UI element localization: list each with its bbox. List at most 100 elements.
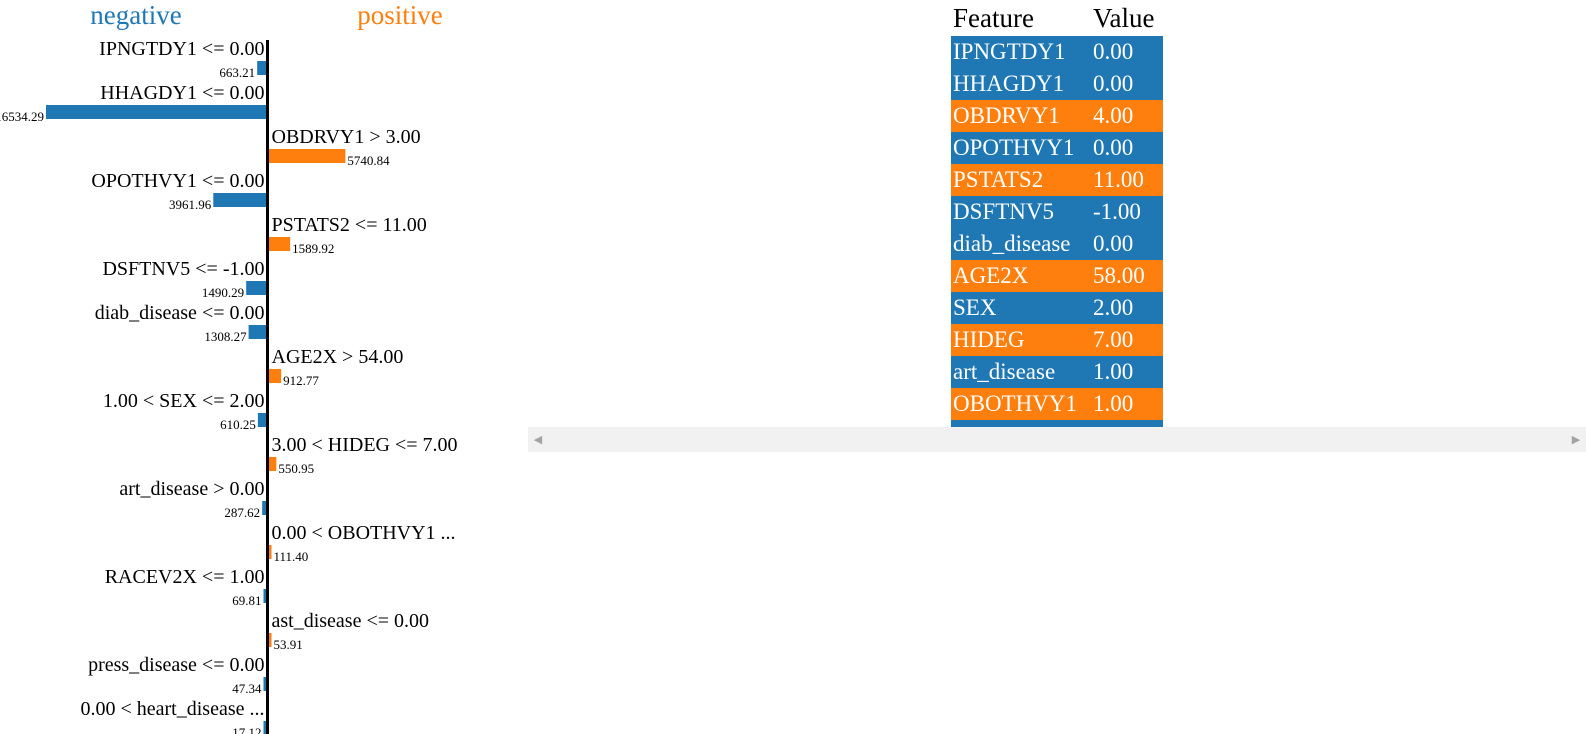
bar-label: OBDRVY1 > 3.00 (272, 126, 421, 148)
bar-label: 0.00 < OBOTHVY1 ... (272, 522, 456, 544)
bar-negative (248, 325, 266, 339)
table-row: PSTATS2 11.00 (951, 164, 1163, 196)
feature-value-cell: 2.00 (1093, 295, 1134, 320)
bar-label: art_disease > 0.00 (119, 478, 264, 500)
table-row: RACEV2X1.00 (951, 420, 1163, 428)
scroll-right-arrow-icon[interactable]: ▶ (1571, 433, 1581, 446)
bar-positive (269, 633, 272, 647)
bar-value-label: 1308.27 (204, 329, 247, 344)
bar-label: HHAGDY1 <= 0.00 (100, 82, 264, 104)
feature-value-cell: 0.00 (1093, 231, 1134, 256)
bar-label: 1.00 < SEX <= 2.00 (103, 390, 265, 412)
feature-value-cell: 1.00 (1091, 420, 1163, 428)
bar-positive (269, 545, 272, 559)
lime-explanation-chart: negative positive IPNGTDY1 <= 0.00 663.21… (0, 0, 458, 734)
bar-negative (262, 501, 266, 515)
feature-name-cell: HIDEG (953, 327, 1025, 352)
bar-negative (257, 61, 266, 75)
feature-name-cell: RACEV2X (951, 420, 1091, 428)
table-row: DSFTNV5 -1.00 (951, 196, 1163, 228)
bar-positive (269, 457, 277, 471)
bar-label: press_disease <= 0.00 (88, 654, 264, 676)
feature-value-cell: 0.00 (1093, 71, 1134, 96)
bar-value-label: 17.12 (232, 725, 261, 734)
bar-value-label: 1589.92 (292, 241, 334, 256)
bars-group: IPNGTDY1 <= 0.00 663.21 HHAGDY1 <= 0.00 165… (0, 38, 458, 734)
bar-value-label: 1490.29 (202, 285, 244, 300)
bar-negative (46, 105, 266, 119)
bar-negative (257, 413, 266, 427)
feature-name-cell: OPOTHVY1 (953, 135, 1075, 160)
bar-value-label: 912.77 (283, 373, 319, 388)
feature-table: Feature Value IPNGTDY1 0.00 HHAGDY1 0.00 OBD… (951, 0, 1163, 428)
feature-name-cell: IPNGTDY1 (953, 39, 1066, 64)
table-row: HIDEG 7.00 (951, 324, 1163, 356)
bar-negative (263, 589, 266, 603)
feature-value-cell: 58.00 (1093, 263, 1145, 288)
bar-label: ast_disease <= 0.00 (272, 610, 430, 632)
bar-positive (269, 369, 282, 383)
feature-value-cell: -1.00 (1093, 199, 1141, 224)
bar-value-label: 3961.96 (169, 197, 212, 212)
feature-value-cell: 1.00 (1093, 391, 1134, 416)
feature-value-table: Feature Value IPNGTDY1 0.00 HHAGDY1 0.00 OBD… (951, 0, 1171, 428)
bar-value-label: 5740.84 (347, 153, 390, 168)
feature-name-cell: PSTATS2 (953, 167, 1044, 192)
table-header-row: Feature Value (951, 0, 1163, 36)
feature-value-cell: 1.00 (1093, 359, 1134, 384)
legend-negative: negative (90, 0, 181, 30)
feature-value-cell: 7.00 (1093, 327, 1134, 352)
bar-label: 3.00 < HIDEG <= 7.00 (272, 434, 458, 456)
bar-positive (269, 149, 346, 163)
bar-value-label: 111.40 (274, 549, 309, 564)
bar-label: PSTATS2 <= 11.00 (272, 214, 427, 236)
feature-column-header: Feature (953, 2, 1034, 33)
feature-name-cell: DSFTNV5 (953, 199, 1054, 224)
feature-name-cell: HHAGDY1 (953, 71, 1065, 96)
value-column-header: Value (1093, 2, 1155, 33)
bar-label: diab_disease <= 0.00 (95, 302, 265, 324)
bar-label: DSFTNV5 <= -1.00 (102, 258, 264, 280)
legend-positive: positive (357, 0, 443, 30)
bar-label: OPOTHVY1 <= 0.00 (91, 170, 264, 192)
table-row: OBDRVY1 4.00 (951, 100, 1163, 132)
feature-value-cell: 4.00 (1093, 103, 1134, 128)
bar-value-label: 610.25 (220, 417, 256, 432)
table-row: OPOTHVY1 0.00 (951, 132, 1163, 164)
table-row: diab_disease 0.00 (951, 228, 1163, 260)
feature-name-cell: OBDRVY1 (953, 103, 1060, 128)
table-body: IPNGTDY1 0.00 HHAGDY1 0.00 OBDRVY1 4.00 OPOTHV… (951, 36, 1163, 428)
table-row: OBOTHVY1 1.00 (951, 388, 1163, 420)
horizontal-scrollbar[interactable]: ◀ ▶ (528, 427, 1586, 452)
bar-value-label: 69.81 (232, 593, 261, 608)
table-row: AGE2X 58.00 (951, 260, 1163, 292)
bar-label: AGE2X > 54.00 (272, 346, 404, 368)
bar-negative (263, 721, 266, 734)
bar-label: 0.00 < heart_disease ... (80, 698, 264, 720)
feature-name-cell: SEX (953, 295, 997, 320)
bar-negative (246, 281, 266, 295)
feature-value-cell: 0.00 (1093, 39, 1134, 64)
bar-label: IPNGTDY1 <= 0.00 (99, 38, 264, 60)
feature-value-cell: 11.00 (1093, 167, 1144, 192)
bar-value-label: 53.91 (274, 637, 303, 652)
table-row: IPNGTDY1 0.00 (951, 36, 1163, 68)
bar-negative (213, 193, 266, 207)
bar-negative (263, 677, 266, 691)
feature-name-cell: AGE2X (953, 263, 1029, 288)
bar-value-label: 16534.29 (0, 109, 44, 124)
bar-value-label: 663.21 (219, 65, 255, 80)
bar-value-label: 287.62 (224, 505, 260, 520)
bar-value-label: 47.34 (232, 681, 262, 696)
scroll-left-arrow-icon[interactable]: ◀ (533, 433, 543, 446)
bar-value-label: 550.95 (278, 461, 314, 476)
bar-positive (269, 237, 291, 251)
feature-name-cell: art_disease (953, 359, 1056, 384)
feature-name-cell: OBOTHVY1 (953, 391, 1077, 416)
bar-label: RACEV2X <= 1.00 (105, 566, 265, 588)
table-row: SEX 2.00 (951, 292, 1163, 324)
table-row: HHAGDY1 0.00 (951, 68, 1163, 100)
feature-name-cell: diab_disease (953, 231, 1071, 256)
feature-value-cell: 0.00 (1093, 135, 1134, 160)
table-row: art_disease 1.00 (951, 356, 1163, 388)
